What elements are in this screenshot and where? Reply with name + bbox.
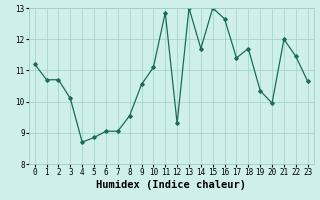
X-axis label: Humidex (Indice chaleur): Humidex (Indice chaleur)	[96, 180, 246, 190]
